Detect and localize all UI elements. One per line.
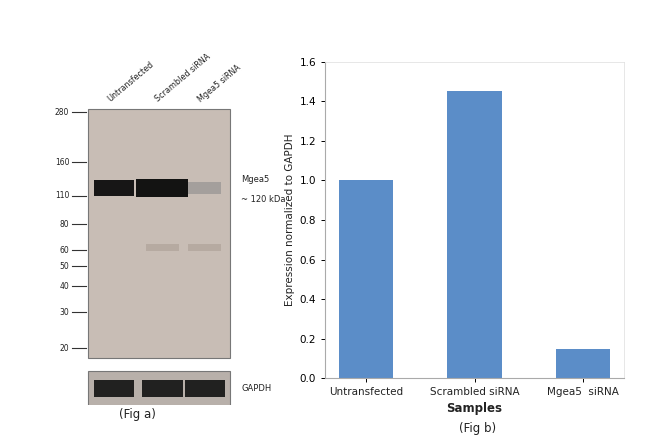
Bar bbox=[136, 180, 188, 197]
X-axis label: Samples: Samples bbox=[447, 402, 502, 414]
Text: 60: 60 bbox=[60, 246, 70, 255]
Text: Scrambled siRNA: Scrambled siRNA bbox=[153, 52, 213, 103]
Text: (Fig b): (Fig b) bbox=[459, 422, 497, 436]
Text: Mgea5: Mgea5 bbox=[241, 176, 270, 184]
Text: 280: 280 bbox=[55, 108, 70, 117]
Text: 110: 110 bbox=[55, 191, 70, 200]
Bar bbox=[94, 180, 135, 196]
Bar bbox=[185, 381, 225, 397]
Bar bbox=[88, 370, 230, 407]
Bar bbox=[146, 243, 179, 251]
Text: 30: 30 bbox=[60, 308, 70, 317]
Text: ~ 120 kDa: ~ 120 kDa bbox=[241, 195, 286, 204]
Text: 50: 50 bbox=[60, 262, 70, 271]
Text: Untransfected: Untransfected bbox=[105, 60, 155, 103]
Bar bbox=[339, 180, 393, 378]
Bar bbox=[188, 243, 222, 251]
Text: Mgea5 siRNA: Mgea5 siRNA bbox=[196, 62, 242, 103]
Text: 80: 80 bbox=[60, 220, 70, 229]
Bar bbox=[88, 109, 230, 358]
Text: 160: 160 bbox=[55, 158, 70, 167]
Text: GAPDH: GAPDH bbox=[241, 384, 272, 393]
Bar bbox=[94, 381, 135, 397]
Text: (Fig a): (Fig a) bbox=[119, 408, 156, 422]
Y-axis label: Expression normalized to GAPDH: Expression normalized to GAPDH bbox=[285, 134, 295, 306]
Bar bbox=[188, 182, 222, 194]
Text: 40: 40 bbox=[60, 282, 70, 291]
Text: 20: 20 bbox=[60, 344, 70, 353]
Bar bbox=[447, 92, 502, 378]
Bar bbox=[556, 348, 610, 378]
Bar bbox=[142, 381, 183, 397]
